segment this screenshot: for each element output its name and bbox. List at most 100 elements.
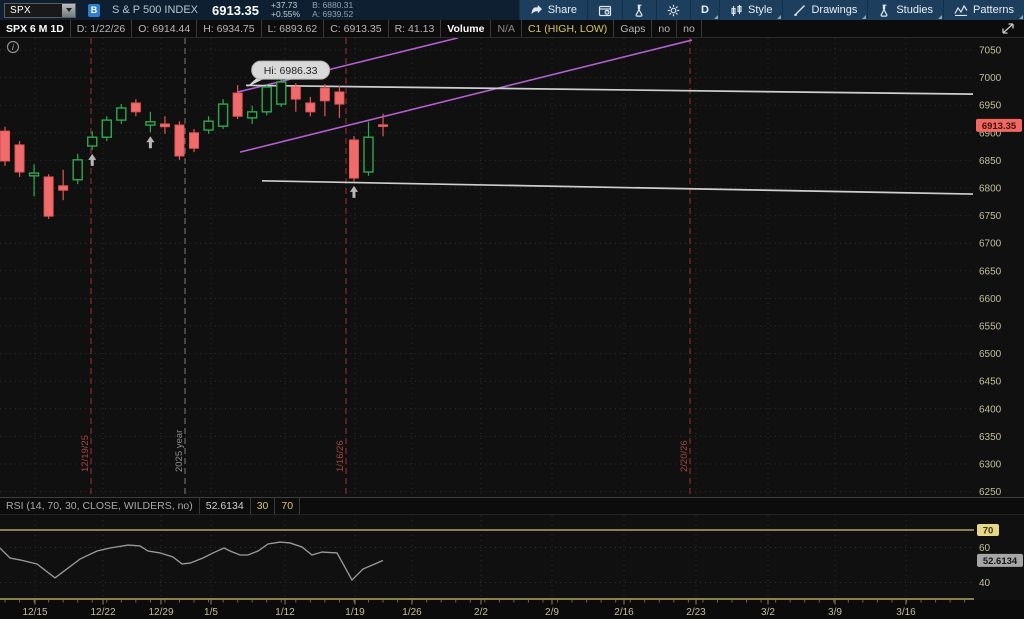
- svg-text:Hi: 6986.33: Hi: 6986.33: [264, 65, 318, 77]
- svg-text:12/15: 12/15: [22, 607, 47, 618]
- rsi-grid: [0, 515, 974, 600]
- rsi-header-bar: RSI (14, 70, 30, CLOSE, WILDERS, no) 52.…: [0, 497, 1024, 515]
- rsi-curve: [0, 541, 384, 582]
- svg-text:6400: 6400: [979, 404, 1002, 415]
- date-cell: D: 1/22/26: [71, 20, 133, 37]
- studies-button[interactable]: Studies: [867, 0, 943, 20]
- svg-text:6250: 6250: [979, 487, 1002, 497]
- up-candle: [203, 120, 214, 131]
- high-cell: H: 6934.75: [197, 20, 262, 37]
- candles-layer: [0, 78, 389, 219]
- economic-events-button[interactable]: [587, 0, 622, 20]
- svg-text:60: 60: [979, 543, 991, 554]
- patterns-button[interactable]: Patterns: [943, 0, 1024, 20]
- svg-text:52.6134: 52.6134: [983, 556, 1018, 567]
- quick-study-button[interactable]: [622, 0, 656, 20]
- chevron-corner-icon: [1019, 15, 1023, 19]
- rsi-pane-canvas[interactable]: 70 60 52.6134 40: [0, 515, 1024, 600]
- hi-annotation-bubble[interactable]: Hi: 6986.33: [246, 60, 331, 88]
- symbol-description: S & P 500 INDEX: [112, 4, 199, 16]
- down-candle: [334, 91, 345, 105]
- share-button[interactable]: Share: [518, 0, 587, 20]
- settings-button[interactable]: [656, 0, 690, 20]
- volume-value: N/A: [491, 20, 522, 37]
- topbar: SPX B S & P 500 INDEX 6913.35 +37.73 +0.…: [0, 0, 1024, 20]
- down-candle: [58, 185, 69, 191]
- candlestick-style-icon: [731, 4, 742, 16]
- down-candle: [348, 139, 359, 179]
- svg-text:2/23: 2/23: [686, 607, 706, 618]
- up-candle: [217, 103, 229, 127]
- chevron-corner-icon: [777, 15, 782, 19]
- toolbar-buttons: Share D Style Drawings: [518, 0, 1024, 20]
- main-chart-canvas[interactable]: 7050 7000 6950 6900 6850 6800 6750 6700 6650 6600…: [0, 38, 1024, 497]
- svg-text:70: 70: [983, 526, 994, 537]
- flask-icon: [635, 4, 643, 17]
- up-candle: [145, 121, 156, 126]
- style-button[interactable]: Style: [719, 0, 782, 20]
- channel-c1-cell[interactable]: C1 (HIGH, LOW): [522, 20, 615, 37]
- share-icon: [531, 5, 542, 15]
- down-candle: [0, 130, 10, 162]
- low-cell: L: 6893.62: [262, 20, 325, 37]
- rsi-overbought-level: 70: [275, 498, 301, 514]
- svg-text:6850: 6850: [979, 156, 1002, 167]
- svg-text:6350: 6350: [979, 432, 1002, 443]
- svg-text:3/9: 3/9: [828, 607, 842, 618]
- up-candle: [363, 136, 374, 173]
- drawings-layer[interactable]: [237, 38, 974, 195]
- gaps-toggle[interactable]: Gaps: [614, 20, 653, 37]
- up-candle: [28, 172, 40, 177]
- drawings-button[interactable]: Drawings: [782, 0, 867, 20]
- change-percent: +0.55%: [271, 9, 301, 19]
- svg-text:2025 year: 2025 year: [174, 430, 185, 472]
- svg-text:40: 40: [979, 578, 991, 589]
- symbol-input[interactable]: SPX: [4, 2, 76, 18]
- bid-value: B: 6880.31: [312, 0, 354, 10]
- svg-text:12/22: 12/22: [90, 607, 115, 618]
- down-candle: [378, 124, 389, 127]
- rsi-settings[interactable]: RSI (14, 70, 30, CLOSE, WILDERS, no): [0, 498, 200, 514]
- symbol-value: SPX: [10, 4, 31, 16]
- chart-region: 7050 7000 6950 6900 6850 6800 6750 6700 6650 6600…: [0, 38, 1024, 619]
- exchange-badge[interactable]: B: [88, 3, 100, 17]
- gaps-no-cell[interactable]: no: [652, 20, 678, 37]
- up-candle: [72, 159, 83, 181]
- gaps-no2-cell[interactable]: no: [677, 20, 702, 37]
- svg-text:2/9: 2/9: [545, 607, 559, 618]
- current-price-badge: 6913.35: [976, 118, 1022, 132]
- svg-text:1/26: 1/26: [402, 607, 422, 618]
- volume-toggle[interactable]: Volume: [441, 20, 492, 37]
- info-icon[interactable]: i: [6, 40, 20, 54]
- timeframe-button[interactable]: D: [690, 0, 719, 20]
- svg-text:2/2: 2/2: [474, 607, 488, 618]
- down-candle: [189, 132, 200, 149]
- svg-text:6700: 6700: [979, 239, 1002, 250]
- svg-text:6913.35: 6913.35: [982, 121, 1017, 132]
- price-grid: 7050 7000 6950 6900 6850 6800 6750 6700 6650 6600…: [0, 46, 1002, 497]
- svg-text:12/29: 12/29: [148, 607, 173, 618]
- svg-text:3/2: 3/2: [761, 607, 775, 618]
- time-axis-ticks: 12/15 12/22 12/29 1/5 1/12 1/19 1/26 2/2 2/9 2/16…: [4, 600, 966, 618]
- auto-scale-icon[interactable]: [1001, 22, 1016, 38]
- last-price: 6913.35: [212, 2, 260, 18]
- svg-text:12/19/25: 12/19/25: [80, 435, 91, 472]
- time-axis[interactable]: 12/15 12/22 12/29 1/5 1/12 1/19 1/26 2/2 2/9 2/16…: [0, 600, 1024, 619]
- chevron-corner-icon: [938, 15, 943, 19]
- trendline-pencil-icon: [794, 4, 806, 16]
- svg-text:6650: 6650: [979, 266, 1002, 277]
- svg-text:6600: 6600: [979, 294, 1002, 305]
- down-candle: [14, 144, 25, 173]
- calendar-clock-icon: [598, 5, 612, 16]
- up-candle: [101, 119, 112, 138]
- svg-text:7000: 7000: [979, 73, 1002, 84]
- down-candle: [130, 102, 141, 113]
- svg-text:1/12: 1/12: [275, 607, 295, 618]
- up-candle: [116, 107, 127, 121]
- rsi-axis-labels: 70 60 52.6134 40: [977, 524, 1023, 589]
- svg-text:2/16: 2/16: [614, 607, 634, 618]
- symbol-dropdown-button[interactable]: [62, 3, 75, 17]
- up-candle: [246, 111, 258, 119]
- svg-text:1/16/26: 1/16/26: [335, 440, 346, 472]
- svg-text:6900: 6900: [979, 128, 1002, 139]
